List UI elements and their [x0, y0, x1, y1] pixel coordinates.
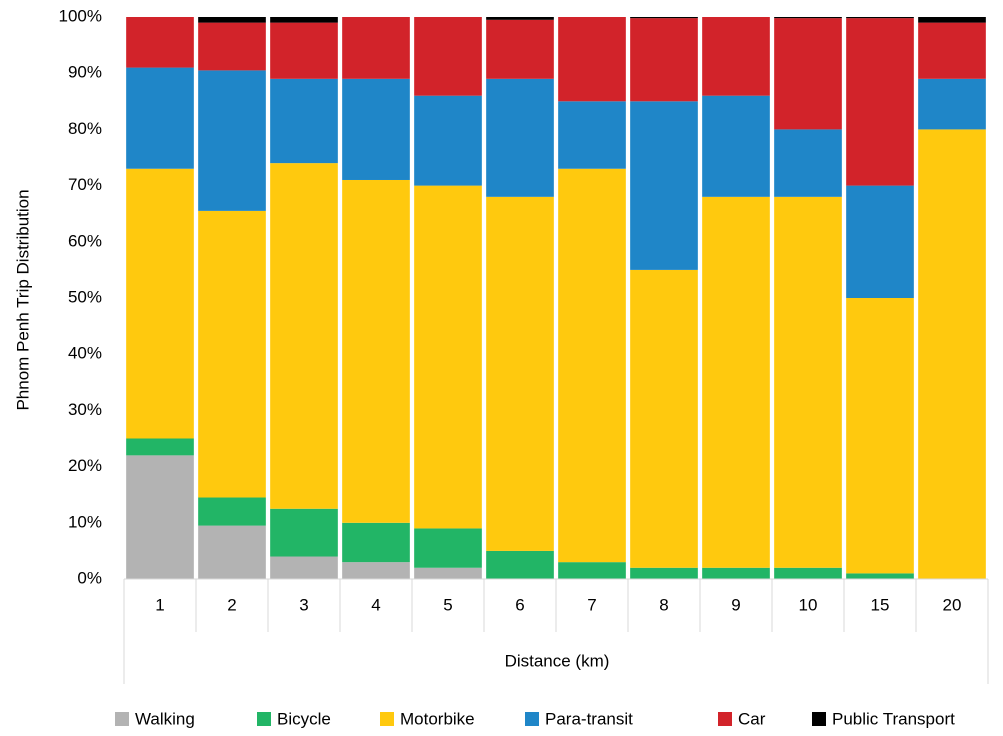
legend-label: Walking [135, 709, 195, 728]
bar-segment [702, 95, 770, 197]
bar-segment [486, 550, 554, 579]
y-tick-label: 30% [68, 400, 102, 419]
bar-segment [846, 17, 914, 19]
y-tick-label: 100% [59, 6, 102, 25]
bar-segment [918, 17, 986, 23]
bar-segment [270, 163, 338, 509]
bar-segment [342, 522, 410, 563]
legend-swatch [812, 712, 826, 726]
x-tick-label: 10 [799, 595, 818, 614]
legend-swatch [718, 712, 732, 726]
y-tick-label: 80% [68, 119, 102, 138]
bar-segment [342, 78, 410, 180]
legend-swatch [380, 712, 394, 726]
bar-segment [846, 18, 914, 186]
bar-segment [774, 196, 842, 568]
bar-segment [558, 17, 626, 102]
bar-segment [918, 22, 986, 79]
bar-segment [630, 101, 698, 270]
bar-segment [342, 179, 410, 523]
y-tick-label: 60% [68, 231, 102, 250]
x-tick-label: 4 [371, 595, 380, 614]
bar-segment [558, 562, 626, 579]
bar-segment [774, 18, 842, 130]
bar-segment [702, 17, 770, 96]
bar-segment [414, 95, 482, 186]
y-tick-label: 0% [77, 568, 102, 587]
legend-label: Para-transit [545, 709, 633, 728]
legend-label: Motorbike [400, 709, 475, 728]
y-tick-label: 20% [68, 456, 102, 475]
x-tick-label: 9 [731, 595, 740, 614]
bar-segment [270, 556, 338, 579]
bar-segment [486, 17, 554, 20]
bar-segment [630, 567, 698, 579]
bar-segment [198, 17, 266, 23]
legend-swatch [115, 712, 129, 726]
bar-segment [774, 17, 842, 19]
x-tick-label: 6 [515, 595, 524, 614]
bar-segment [630, 269, 698, 568]
bar-segment [414, 185, 482, 529]
y-tick-label: 50% [68, 287, 102, 306]
x-tick-label: 1 [155, 595, 164, 614]
bar-segment [414, 567, 482, 579]
bar-segment [270, 17, 338, 23]
bar-segment [702, 196, 770, 568]
bar-segment [558, 168, 626, 563]
bar-segment [486, 19, 554, 79]
bar-segment [630, 18, 698, 102]
bar-segment [918, 129, 986, 579]
legend-swatch [525, 712, 539, 726]
legend-label: Car [738, 709, 766, 728]
bar-segment [270, 508, 338, 557]
y-tick-label: 10% [68, 512, 102, 531]
x-tick-label: 7 [587, 595, 596, 614]
x-tick-label: 20 [943, 595, 962, 614]
x-tick-label: 15 [871, 595, 890, 614]
legend-label: Public Transport [832, 709, 955, 728]
y-tick-label: 40% [68, 344, 102, 363]
bar-segment [270, 22, 338, 79]
bar-segment [774, 129, 842, 197]
bar-segment [198, 525, 266, 579]
x-axis-label: Distance (km) [505, 651, 610, 670]
legend-label: Bicycle [277, 709, 331, 728]
bar-segment [702, 567, 770, 579]
bar-segment [342, 17, 410, 79]
bar-segment [414, 528, 482, 568]
bar-segment [846, 185, 914, 298]
x-tick-label: 2 [227, 595, 236, 614]
x-tick-label: 8 [659, 595, 668, 614]
bar-segment [198, 497, 266, 526]
legend-swatch [257, 712, 271, 726]
bar-segment [198, 70, 266, 211]
bar-segment [126, 438, 194, 456]
bar-segment [126, 67, 194, 169]
bar-segment [126, 17, 194, 68]
bar-segment [846, 573, 914, 579]
bar-segment [270, 78, 338, 164]
bar-segment [774, 567, 842, 579]
bar-segment [918, 78, 986, 130]
bar-segment [198, 210, 266, 498]
y-axis-label: Phnom Penh Trip Distribution [13, 189, 32, 410]
bar-segment [126, 168, 194, 439]
bar-segment [486, 78, 554, 197]
x-tick-label: 5 [443, 595, 452, 614]
y-tick-label: 70% [68, 175, 102, 194]
bar-segment [126, 455, 194, 579]
bar-segment [846, 298, 914, 574]
x-tick-label: 3 [299, 595, 308, 614]
bar-segment [558, 101, 626, 169]
bar-segment [414, 17, 482, 96]
bar-segment [630, 17, 698, 19]
bar-segment [486, 196, 554, 551]
bar-segment [198, 22, 266, 71]
bar-segment [342, 562, 410, 579]
y-tick-label: 90% [68, 63, 102, 82]
